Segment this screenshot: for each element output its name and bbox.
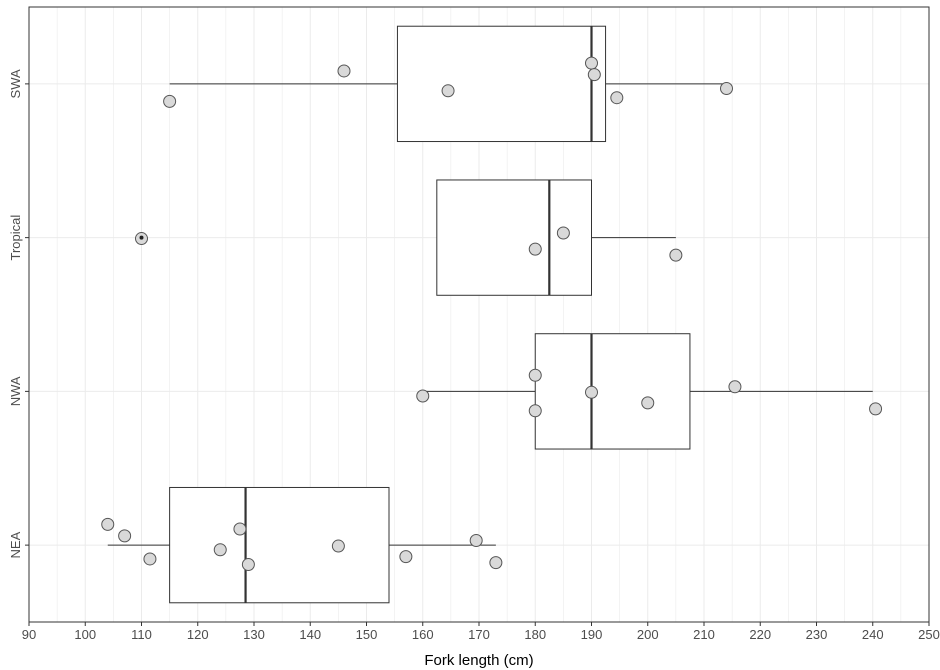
- data-point: [869, 402, 883, 416]
- y-tick-label: NEA: [8, 531, 23, 558]
- x-tick-label: 220: [749, 627, 771, 642]
- x-tick-label: 170: [468, 627, 490, 642]
- y-tick-label: Tropical: [8, 215, 23, 261]
- x-tick-label: 210: [693, 627, 715, 642]
- data-point: [399, 550, 413, 564]
- data-point: [585, 56, 598, 70]
- data-point: [585, 385, 598, 399]
- data-point: [728, 380, 742, 394]
- data-point: [213, 543, 227, 557]
- data-point: [669, 248, 683, 262]
- axes: 90 100 110 120 130 140 150 160 170 180 190 200 210 22…: [8, 69, 940, 642]
- data-point: [720, 81, 733, 95]
- x-tick-label: 150: [356, 627, 378, 642]
- x-tick-label: 110: [131, 627, 152, 642]
- x-tick-label: 130: [243, 627, 265, 642]
- data-point: [233, 522, 247, 536]
- data-point: [163, 94, 177, 108]
- data-point: [489, 556, 503, 570]
- x-tick-label: 120: [187, 627, 209, 642]
- data-point: [528, 368, 542, 382]
- data-point: [241, 557, 255, 571]
- y-tick-label: SWA: [8, 69, 23, 98]
- x-tick-label: 240: [862, 627, 884, 642]
- x-tick-label: 100: [74, 627, 96, 642]
- data-point: [416, 389, 430, 403]
- outliers: [139, 235, 144, 240]
- x-tick-label: 140: [299, 627, 321, 642]
- outlier-point: [139, 235, 144, 240]
- box-nea: [169, 486, 390, 604]
- box-tropical: [436, 179, 592, 296]
- x-tick-label: 250: [918, 627, 940, 642]
- box-swa: [396, 25, 607, 143]
- x-tick-label: 160: [412, 627, 434, 642]
- data-point: [118, 529, 132, 543]
- data-point: [587, 68, 601, 82]
- y-tick-label: NWA: [8, 376, 23, 406]
- whiskers: [107, 83, 873, 546]
- data-point: [441, 84, 455, 98]
- data-point: [528, 242, 542, 256]
- x-tick-label: 190: [581, 627, 603, 642]
- box-nwa: [534, 333, 691, 450]
- x-tick-label: 180: [524, 627, 546, 642]
- x-tick-label: 200: [637, 627, 659, 642]
- x-axis-title: Fork length (cm): [424, 652, 533, 669]
- data-point: [101, 517, 115, 531]
- data-point: [331, 539, 345, 553]
- data-point: [641, 396, 655, 410]
- data-point: [556, 226, 570, 240]
- data-point: [528, 404, 542, 418]
- data-point: [469, 534, 483, 548]
- data-point: [143, 552, 157, 566]
- x-tick-label: 230: [806, 627, 828, 642]
- data-point: [610, 91, 624, 105]
- x-tick-label: 90: [22, 627, 36, 642]
- data-point: [337, 64, 351, 78]
